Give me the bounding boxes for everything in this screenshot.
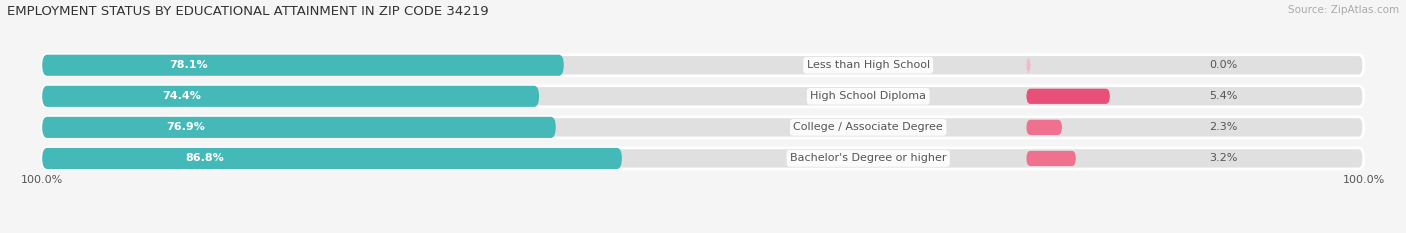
Text: Less than High School: Less than High School xyxy=(807,60,929,70)
FancyBboxPatch shape xyxy=(42,117,555,138)
Text: 74.4%: 74.4% xyxy=(162,91,201,101)
FancyBboxPatch shape xyxy=(1026,151,1076,166)
FancyBboxPatch shape xyxy=(42,148,1364,169)
Text: 86.8%: 86.8% xyxy=(186,154,224,163)
FancyBboxPatch shape xyxy=(42,86,1364,107)
Text: 5.4%: 5.4% xyxy=(1209,91,1237,101)
Text: 0.0%: 0.0% xyxy=(1209,60,1237,70)
Text: 2.3%: 2.3% xyxy=(1209,122,1237,132)
Text: 100.0%: 100.0% xyxy=(1343,175,1385,185)
Text: 3.2%: 3.2% xyxy=(1209,154,1237,163)
FancyBboxPatch shape xyxy=(42,148,621,169)
FancyBboxPatch shape xyxy=(42,55,1364,76)
Text: 78.1%: 78.1% xyxy=(169,60,208,70)
Text: Source: ZipAtlas.com: Source: ZipAtlas.com xyxy=(1288,5,1399,15)
FancyBboxPatch shape xyxy=(1026,120,1062,135)
FancyBboxPatch shape xyxy=(42,55,564,76)
FancyBboxPatch shape xyxy=(42,117,1364,138)
Text: 76.9%: 76.9% xyxy=(166,122,205,132)
Text: High School Diploma: High School Diploma xyxy=(810,91,927,101)
FancyBboxPatch shape xyxy=(1026,89,1109,104)
Text: College / Associate Degree: College / Associate Degree xyxy=(793,122,943,132)
Text: Bachelor's Degree or higher: Bachelor's Degree or higher xyxy=(790,154,946,163)
FancyBboxPatch shape xyxy=(42,86,538,107)
Text: 100.0%: 100.0% xyxy=(21,175,63,185)
FancyBboxPatch shape xyxy=(1026,58,1031,73)
Text: EMPLOYMENT STATUS BY EDUCATIONAL ATTAINMENT IN ZIP CODE 34219: EMPLOYMENT STATUS BY EDUCATIONAL ATTAINM… xyxy=(7,5,489,18)
